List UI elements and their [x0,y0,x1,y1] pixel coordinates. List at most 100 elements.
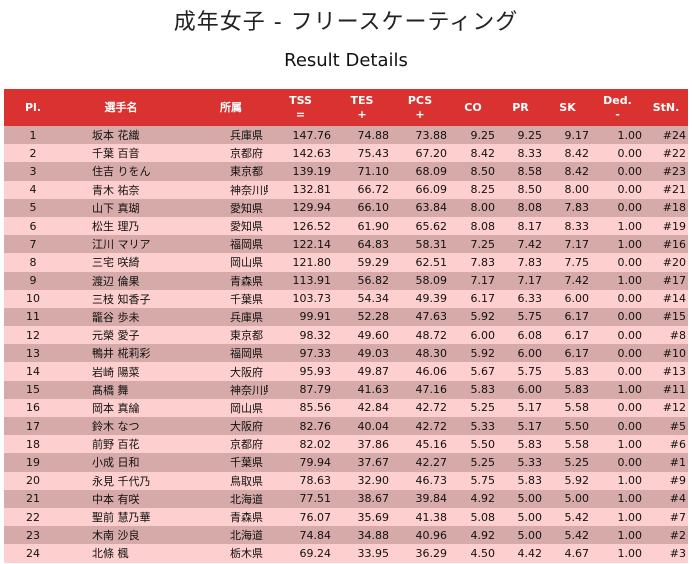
cell-start-number: #12 [662,401,686,415]
cell-sk: 8.42 [564,164,590,178]
cell-sk: 7.42 [564,274,590,288]
cell-tss: 77.51 [299,492,332,506]
cell-sk: 5.83 [564,383,590,397]
cell-tss: 82.76 [299,419,332,433]
cell-deductions: 0.00 [617,346,643,360]
cell-club: 北海道 [230,492,263,506]
cell-tes: 32.90 [357,474,390,488]
cell-tss: 103.73 [292,292,332,306]
header-pr: PR [512,100,529,114]
cell-co: 7.83 [470,255,496,269]
cell-pcs: 67.20 [415,146,448,160]
cell-pr: 6.33 [517,292,543,306]
cell-pcs: 48.30 [415,346,448,360]
cell-sk: 8.33 [564,219,590,233]
cell-place: 22 [26,510,40,524]
cell-tes: 56.82 [357,274,390,288]
cell-pr: 5.17 [517,401,543,415]
cell-place: 18 [26,437,40,451]
cell-pcs: 42.72 [415,401,448,415]
cell-place: 20 [26,474,40,488]
cell-tss: 99.91 [299,310,332,324]
cell-skater-name: 鈴木 なつ [92,420,140,434]
cell-tss: 113.91 [292,274,332,288]
cell-tss: 98.32 [299,328,332,342]
cell-start-number: #23 [662,164,686,178]
header-tss: TSS = [289,93,312,121]
cell-place: 14 [26,365,40,379]
cell-deductions: 0.00 [617,255,643,269]
table-row: 24 北條 楓 栃木県 69.24 33.95 36.29 4.50 4.42 4.67 1.00… [4,544,688,563]
table-header-row: Pl. 選手名 所属 TSS = TES + PCS + CO PR SK Ded. -… [4,89,688,126]
cell-pr: 5.75 [517,365,543,379]
cell-pr: 6.00 [517,383,543,397]
cell-tes: 54.34 [357,292,390,306]
cell-sk: 7.75 [564,255,590,269]
cell-deductions: 1.00 [617,492,643,506]
cell-tss: 132.81 [292,183,332,197]
cell-tes: 34.88 [357,528,390,542]
cell-co: 7.25 [470,237,496,251]
cell-co: 7.17 [470,274,496,288]
cell-pcs: 45.16 [415,437,448,451]
table-row: 22 聖前 慧乃華 青森県 76.07 35.69 41.38 5.08 5.00 5.42 1.… [4,507,688,527]
cell-co: 5.08 [470,510,496,524]
cell-pr: 9.25 [517,128,543,142]
table-row: 13 鴨井 椛莉彩 福岡県 97.33 49.03 48.30 5.92 6.00 6.17 0.… [4,344,688,363]
cell-pr: 5.00 [517,492,543,506]
cell-club: 福岡県 [230,238,263,252]
cell-skater-name: 渡辺 倫果 [92,274,140,288]
header-sk: SK [559,100,576,114]
cell-pcs: 58.31 [415,237,448,251]
table-row: 1 坂本 花織 兵庫県 147.76 74.88 73.88 9.25 9.25 9.17 1.0… [4,126,688,145]
cell-sk: 6.17 [564,328,590,342]
cell-sk: 8.00 [564,183,590,197]
cell-club: 鳥取県 [230,474,263,488]
table-row: 23 木南 沙良 北海道 74.84 34.88 40.96 4.92 5.00 5.42 1.0… [4,526,688,545]
cell-sk: 4.67 [564,546,590,560]
cell-tes: 59.29 [357,255,390,269]
cell-co: 5.25 [470,455,496,469]
header-start-number: StN. [652,100,680,114]
cell-skater-name: 坂本 花織 [92,129,140,143]
cell-pcs: 42.72 [415,419,448,433]
cell-place: 13 [26,346,40,360]
cell-place: 19 [26,455,40,469]
cell-place: 21 [26,492,40,506]
cell-skater-name: 永見 千代乃 [92,474,151,488]
cell-start-number: #21 [662,183,686,197]
cell-tes: 49.60 [357,328,390,342]
cell-pr: 5.00 [517,528,543,542]
cell-club: 東京都 [230,165,263,179]
cell-skater-name: 松生 理乃 [92,220,140,234]
cell-co: 9.25 [470,128,496,142]
cell-start-number: #6 [669,437,686,451]
cell-deductions: 0.00 [617,146,643,160]
cell-deductions: 1.00 [617,383,643,397]
cell-sk: 5.50 [564,419,590,433]
table-row: 9 渡辺 倫果 青森県 113.91 56.82 58.09 7.17 7.17 7.42 1.0… [4,271,688,290]
cell-sk: 5.00 [564,492,590,506]
cell-tss: 69.24 [299,546,332,560]
cell-skater-name: 髙橋 舞 [92,383,129,397]
cell-place: 11 [26,310,40,324]
cell-start-number: #15 [662,310,686,324]
cell-pcs: 65.62 [415,219,448,233]
cell-tes: 52.28 [357,310,390,324]
cell-pr: 5.17 [517,419,543,433]
header-club: 所属 [220,100,242,114]
cell-pr: 5.33 [517,455,543,469]
cell-club: 岡山県 [230,256,263,270]
cell-skater-name: 北條 楓 [92,547,129,561]
cell-place: 17 [26,419,40,433]
cell-club: 愛知県 [230,201,263,215]
cell-skater-name: 籠谷 歩未 [92,310,140,324]
cell-club: 京都府 [230,147,263,161]
cell-sk: 5.58 [564,437,590,451]
cell-pr: 7.83 [517,255,543,269]
cell-place: 16 [26,401,40,415]
cell-tss: 82.02 [299,437,332,451]
cell-pcs: 73.88 [415,128,448,142]
cell-pr: 6.08 [517,328,543,342]
cell-tss: 76.07 [299,510,332,524]
